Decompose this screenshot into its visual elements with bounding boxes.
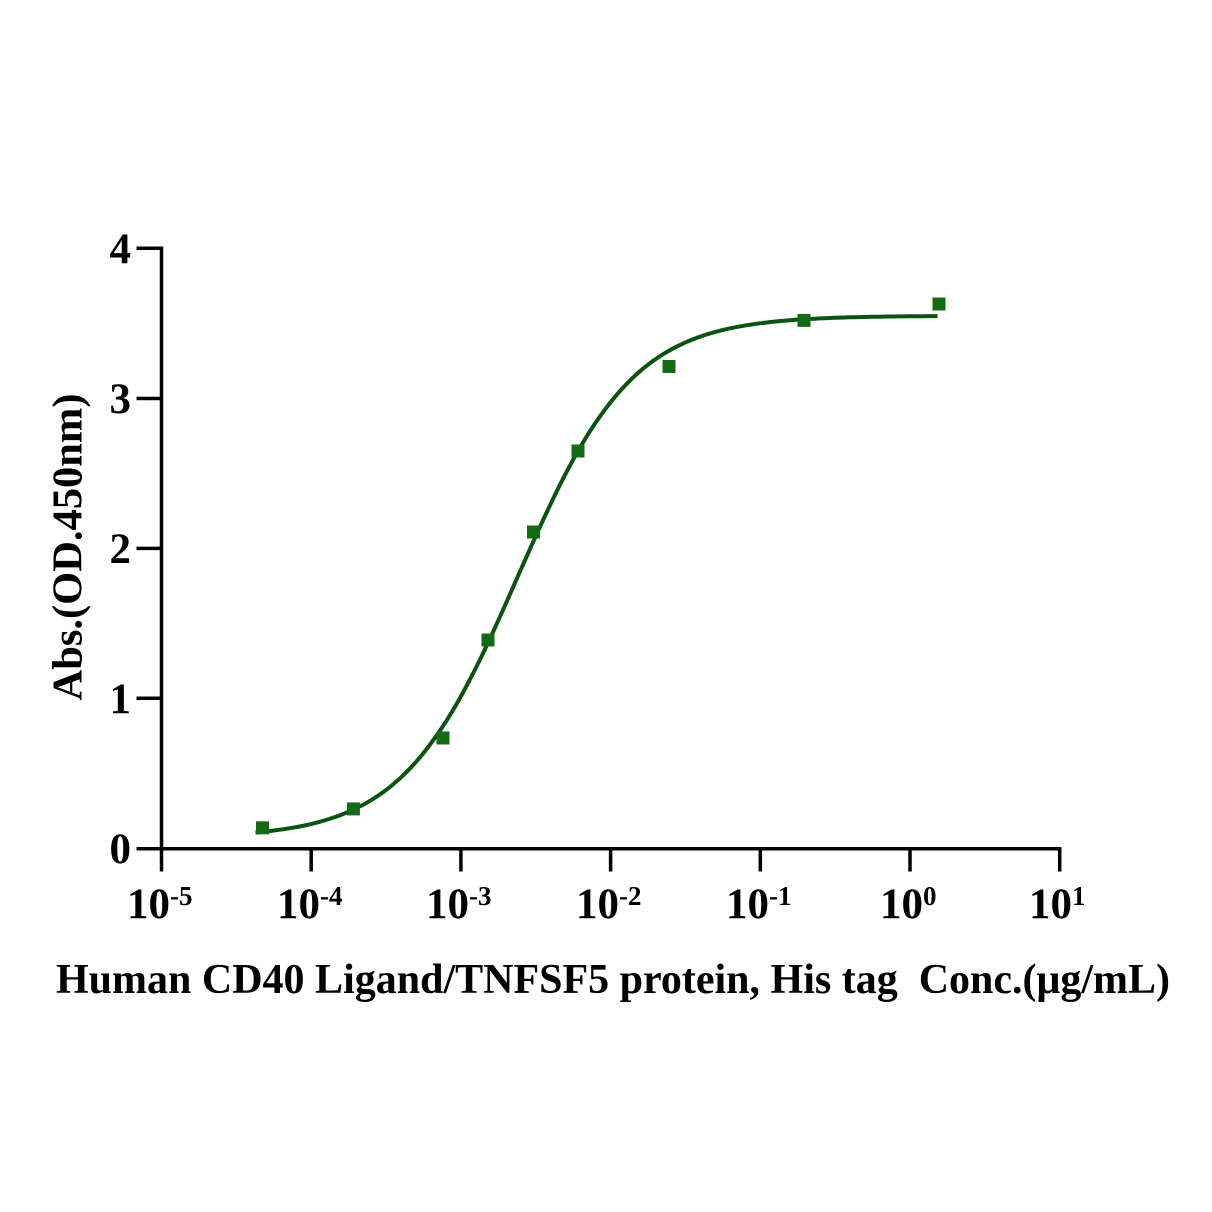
svg-text:4: 4	[110, 226, 132, 273]
svg-text:Abs.(OD.450nm): Abs.(OD.450nm)	[45, 394, 92, 701]
svg-text:Human CD40 Ligand/TNFSF5 prote: Human CD40 Ligand/TNFSF5 protein, His ta…	[56, 957, 1170, 1003]
svg-text:1: 1	[110, 676, 132, 723]
svg-text:2: 2	[110, 526, 132, 573]
svg-text:0: 0	[110, 826, 132, 873]
svg-text:3: 3	[110, 376, 132, 423]
